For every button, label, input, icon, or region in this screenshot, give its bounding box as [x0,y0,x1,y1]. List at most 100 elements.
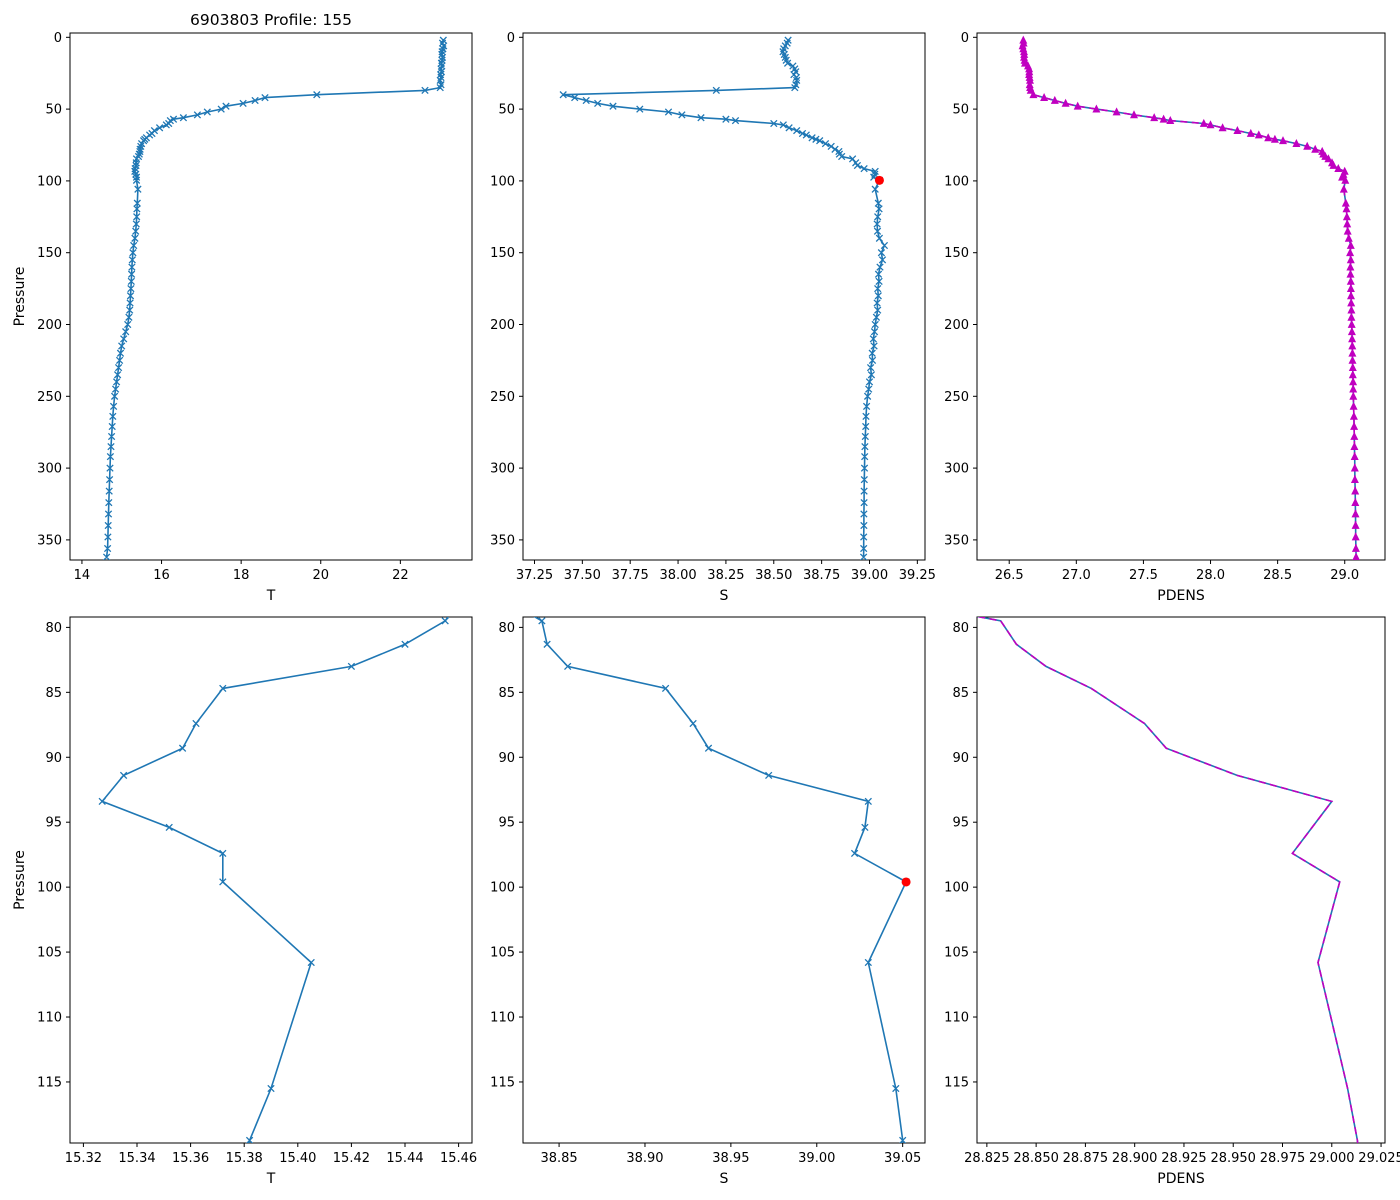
x-tick-label: 15.36 [172,1151,209,1166]
x-tick-label: 27.5 [1129,568,1158,583]
x-tick-label: 38.75 [803,568,840,583]
x-tick-label: 28.950 [1210,1151,1256,1166]
axes-frame [522,32,926,561]
x-tick-label: 28.850 [1013,1151,1059,1166]
x-ticks: 14 16 18 20 22 [74,560,409,583]
x-axis-label-S-zoom: S [720,1171,729,1187]
y-tick-label: 100 [490,174,515,189]
x-tick-label: 26.5 [995,568,1024,583]
y-ticks: 80 85 90 95 100 105 110 115 [37,621,70,1090]
y-tick-label: 350 [37,533,62,548]
profile-line-PDENS [1021,40,1357,558]
y-tick-label: 150 [37,246,62,261]
x-tick-label: 38.25 [707,568,744,583]
x-axis-label-T-full: T [266,588,276,604]
triangle-markers [1018,35,1360,560]
highlight-point [874,175,884,185]
axes-frame [69,616,473,1144]
x-tick-label: 15.34 [118,1151,155,1166]
series-group [533,617,911,1143]
y-tick-label: 100 [944,174,969,189]
x-tick-label: 15.42 [333,1151,370,1166]
y-tick-label: 300 [37,462,62,477]
y-tick-label: 85 [952,686,969,701]
x-tick-label: 38.95 [712,1151,749,1166]
y-tick-label: 110 [490,1011,515,1026]
x-tick-label: 28.975 [1260,1151,1306,1166]
x-ticks: 28.825 28.850 28.875 28.900 28.925 28.950 28.9… [964,1143,1400,1166]
y-tick-label: 105 [37,946,62,961]
y-tick-label: 90 [498,751,515,766]
y-tick-label: 200 [944,318,969,333]
series-group [1018,35,1360,560]
y-tick-label: 105 [944,946,969,961]
y-tick-label: 95 [952,816,969,831]
x-tick-label: 38.00 [659,568,696,583]
subplot-T-full: 14 16 18 20 22 0 50 100 150 200 250 300 350 T Pressure [12,31,473,604]
y-tick-label: 100 [490,881,515,896]
y-tick-label: 115 [490,1075,515,1090]
axes-frame [976,32,1386,561]
y-tick-label: 110 [37,1011,62,1026]
x-tick-label: 39.00 [798,1151,835,1166]
y-tick-label: 90 [45,751,62,766]
y-tick-label: 150 [490,246,515,261]
x-tick-label: 22 [392,568,409,583]
y-tick-label: 250 [37,390,62,405]
y-ticks: 0 50 100 150 200 250 300 350 [944,31,977,548]
x-tick-label: 16 [153,568,170,583]
x-tick-label: 28.825 [964,1151,1010,1166]
y-tick-label: 115 [944,1075,969,1090]
y-ticks: 0 50 100 150 200 250 300 350 [490,31,523,548]
y-ticks: 80 85 90 95 100 105 110 115 [944,621,977,1090]
x-tick-label: 18 [233,568,250,583]
x-tick-label: 37.75 [612,568,649,583]
x-tick-label: 20 [312,568,329,583]
series-group [559,36,889,560]
y-tick-label: 95 [45,816,62,831]
y-tick-label: 200 [37,318,62,333]
y-tick-label: 110 [944,1011,969,1026]
x-tick-label: 28.900 [1112,1151,1158,1166]
y-tick-label: 80 [952,621,969,636]
x-markers [538,617,910,1143]
y-tick-label: 150 [944,246,969,261]
x-tick-label: 15.32 [65,1151,102,1166]
x-ticks: 26.5 27.0 27.5 28.0 28.5 29.0 [995,560,1359,583]
profile-line-T [105,39,445,558]
x-ticks: 15.32 15.34 15.36 15.38 15.40 15.42 15.44 15.46 [65,1143,477,1166]
y-tick-label: 95 [498,816,515,831]
y-tick-label: 300 [490,462,515,477]
profile-line-S [533,617,908,1143]
y-tick-label: 50 [952,103,969,118]
y-tick-label: 50 [498,103,515,118]
y-tick-label: 350 [490,533,515,548]
series-group [102,36,448,560]
highlight-point [901,877,911,887]
x-axis-label-S-full: S [720,588,729,604]
y-tick-label: 350 [944,533,969,548]
figure-title: 6903803 Profile: 155 [190,11,352,29]
y-tick-label: 100 [37,881,62,896]
x-tick-label: 29.025 [1358,1151,1400,1166]
y-tick-label: 85 [498,686,515,701]
x-ticks: 37.25 37.50 37.75 38.00 38.25 38.50 38.75 39.00… [516,560,936,583]
axes-frame [69,32,473,561]
x-tick-label: 27.0 [1062,568,1091,583]
subplot-S-zoom: 38.85 38.90 38.95 39.00 39.05 80 85 90 95 100 105 1… [490,616,926,1187]
axes-frame [522,616,926,1144]
y-tick-label: 115 [37,1075,62,1090]
y-tick-label: 90 [952,751,969,766]
x-markers [559,36,889,560]
x-markers [102,36,448,560]
x-tick-label: 15.44 [386,1151,423,1166]
y-ticks: 0 50 100 150 200 250 300 350 [37,31,70,548]
